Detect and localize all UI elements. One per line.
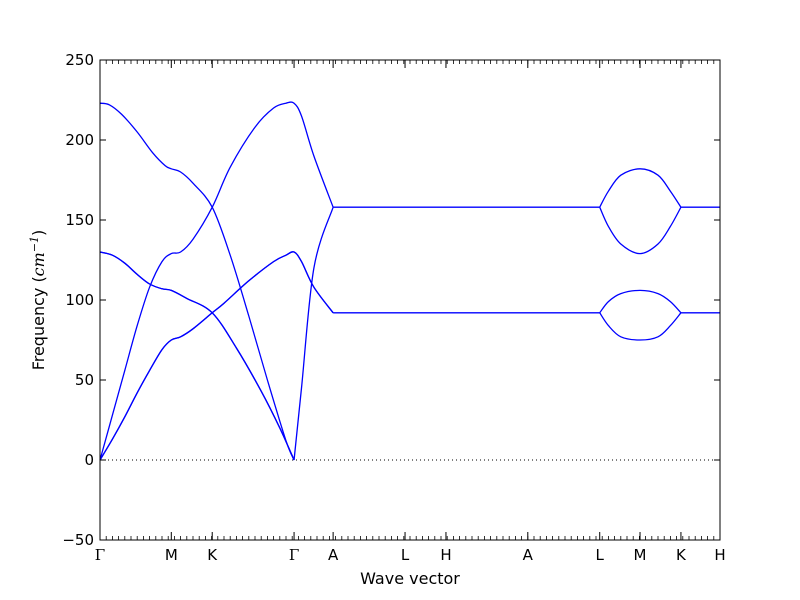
x-axis-label: Wave vector — [360, 569, 460, 588]
x-tick-label: A — [523, 546, 534, 564]
y-tick-label: −50 — [62, 531, 94, 549]
x-tick-label: K — [207, 546, 218, 564]
y-axis-label-suffix: ) — [29, 230, 48, 236]
phonon-branch-4 — [99, 251, 295, 461]
phonon-branch-13 — [599, 312, 682, 341]
phonon-branch-5 — [99, 101, 334, 461]
phonon-branch-2 — [99, 251, 334, 461]
y-tick-label: 100 — [65, 291, 94, 309]
y-axis-label-unit-exponent: −1 — [28, 236, 41, 252]
y-tick-label: 250 — [65, 51, 94, 69]
phonon-branch-12 — [599, 289, 682, 314]
x-tick-label: A — [328, 546, 339, 564]
x-tick-label: L — [401, 546, 410, 564]
x-tick-label: H — [440, 546, 451, 564]
x-tick-label: K — [676, 546, 687, 564]
y-tick-label: 0 — [84, 451, 94, 469]
y-tick-label: 50 — [75, 371, 94, 389]
y-axis-label-prefix: Frequency ( — [29, 276, 48, 370]
x-tick-label: L — [596, 546, 605, 564]
x-tick-label: Γ — [289, 546, 299, 564]
x-tick-label: H — [714, 546, 725, 564]
x-tick-label: Γ — [95, 546, 105, 564]
x-tick-label: M — [165, 546, 178, 564]
phonon-branch-11 — [599, 206, 682, 255]
x-tick-label: M — [634, 546, 647, 564]
phonon-branch-6 — [99, 102, 295, 461]
y-tick-label: 150 — [65, 211, 94, 229]
y-axis-label: Frequency (cm−1) — [28, 230, 49, 371]
y-tick-label: 200 — [65, 131, 94, 149]
phonon-branch-7 — [293, 207, 334, 461]
y-axis-label-unit: cm — [29, 252, 48, 276]
phonon-branch-10 — [599, 168, 682, 208]
plot-frame — [99, 59, 721, 541]
phonon-branch-1 — [99, 251, 334, 461]
